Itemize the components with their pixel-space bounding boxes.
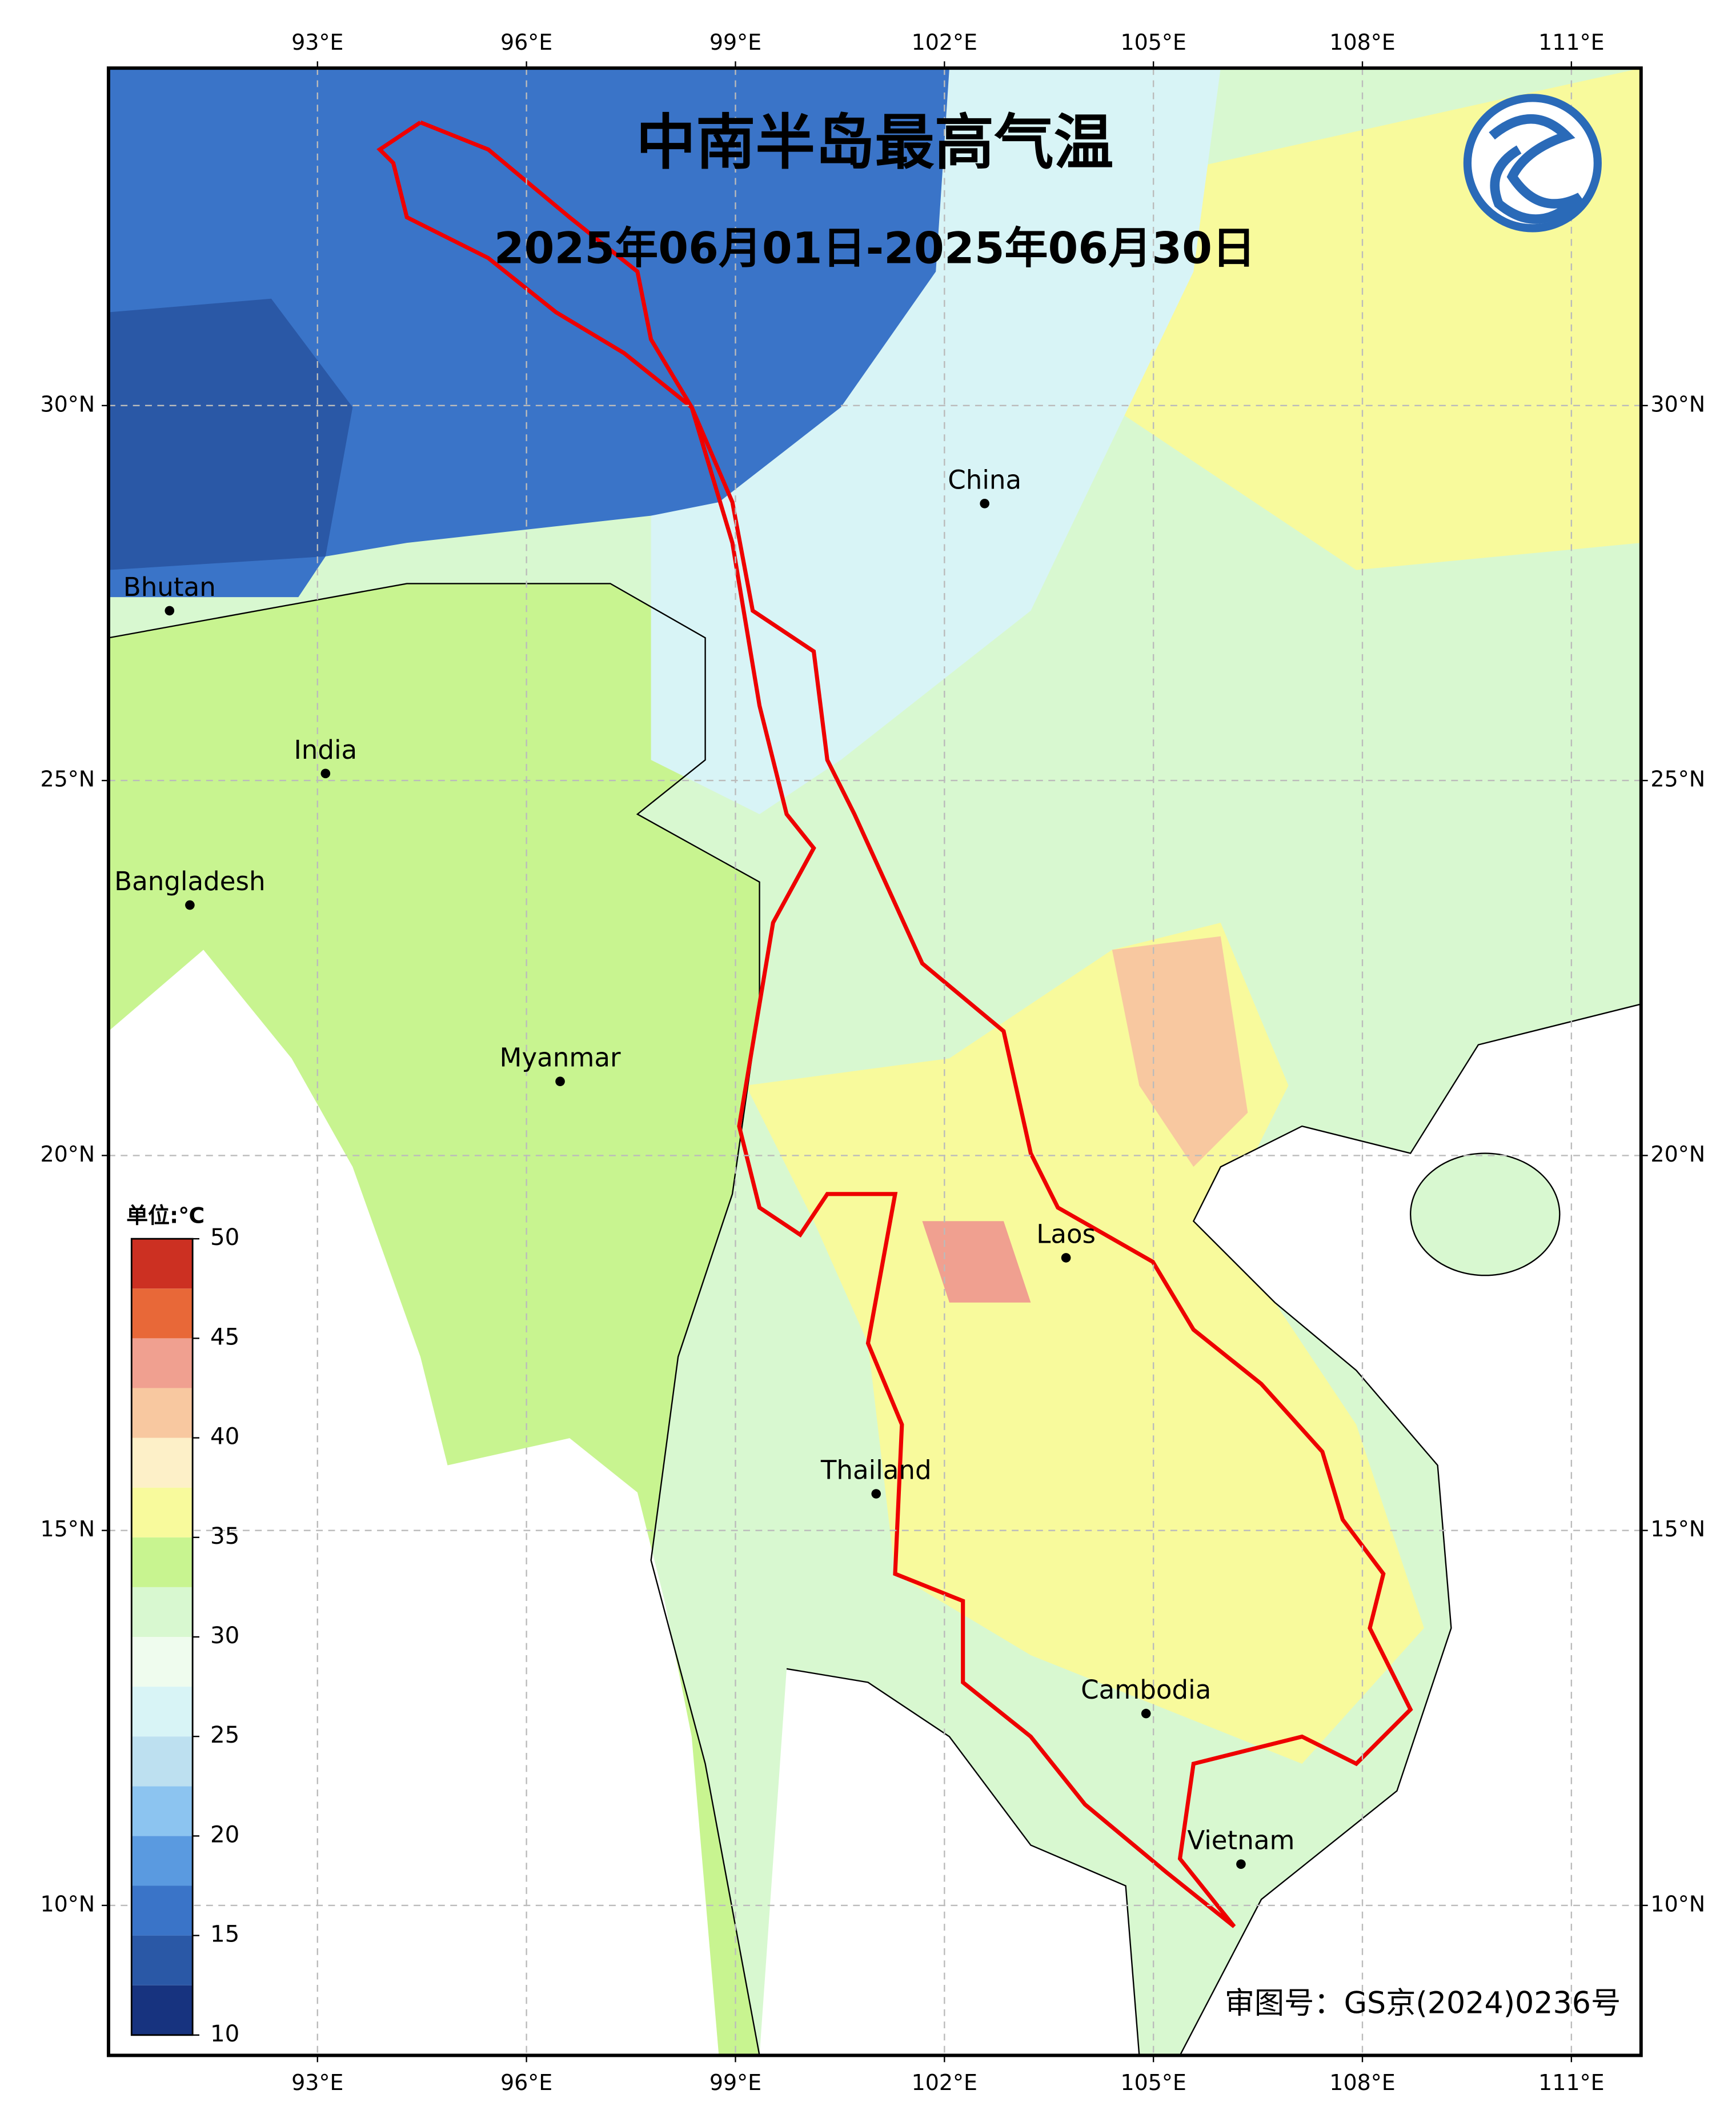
colorbar-tick-label: 35 xyxy=(210,1523,239,1550)
colorbar-swatch xyxy=(131,1338,193,1388)
colorbar-tick-label: 30 xyxy=(210,1622,239,1649)
colorbar-swatch xyxy=(131,1985,193,2035)
y-tick-label: 30°N xyxy=(40,391,95,417)
y-tick-label: 15°N xyxy=(40,1516,95,1542)
colorbar-swatch xyxy=(131,1438,193,1488)
basin-outline xyxy=(376,120,1413,1928)
coastline xyxy=(786,1668,1140,2056)
place-labels: China Bhutan India Bangladesh Myanmar Laos Tha… xyxy=(114,465,1294,1869)
place-dot xyxy=(320,768,331,779)
graticule: 93°E 93°E 96°E 96°E 99°E 99°E 102°E 102°E 105°E 1… xyxy=(40,30,1705,2095)
approval-number: 审图号：GS京(2024)0236号 xyxy=(1225,1987,1621,2021)
colorbar-swatch xyxy=(131,1239,193,1289)
sea xyxy=(108,950,719,2056)
map-frame xyxy=(106,66,1643,2057)
land-hot xyxy=(1112,936,1248,1167)
place-label: Vietnam xyxy=(1187,1825,1294,1856)
colorbar-tick-label: 15 xyxy=(210,1921,239,1948)
place-label: Laos xyxy=(1036,1219,1096,1249)
coastline xyxy=(108,583,760,2056)
land-cool xyxy=(651,68,1221,815)
colorbar-swatch xyxy=(131,1885,193,1936)
island xyxy=(1410,1152,1561,1276)
sea xyxy=(759,1668,1140,2056)
colorbar-swatch xyxy=(131,1388,193,1438)
place-dot xyxy=(555,1076,565,1087)
colorbar-swatch xyxy=(131,1288,193,1339)
y-tick-label: 25°N xyxy=(40,767,95,792)
x-tick-label: 99°E xyxy=(709,2070,761,2095)
y-tick-label: 10°N xyxy=(1650,1891,1705,1916)
map-title: 中南半岛最高气温 xyxy=(636,108,1114,178)
place-dot xyxy=(1236,1859,1246,1869)
x-tick-label: 105°E xyxy=(1120,2070,1186,2095)
place-label: China xyxy=(948,465,1021,495)
x-tick-label: 93°E xyxy=(291,2070,343,2095)
place-label: Myanmar xyxy=(500,1043,621,1073)
colorbar-swatch xyxy=(131,1587,193,1637)
sea xyxy=(1180,1004,1641,2056)
colorbar-tick-label: 40 xyxy=(210,1423,239,1450)
place-label: Bangladesh xyxy=(114,866,265,896)
land-warm xyxy=(745,922,1424,1764)
colorbar-swatch xyxy=(131,1687,193,1737)
land-hot xyxy=(922,1221,1031,1303)
coastline xyxy=(1179,1003,1641,2056)
x-tick-label: 93°E xyxy=(291,30,343,55)
y-tick-label: 20°N xyxy=(40,1142,95,1167)
colorbar-tick-label: 20 xyxy=(210,1821,239,1848)
y-tick-label: 10°N xyxy=(40,1891,95,1916)
x-tick-label: 102°E xyxy=(912,2070,977,2095)
colorbar-tick-label: 25 xyxy=(210,1721,239,1748)
x-tick-label: 108°E xyxy=(1329,2070,1395,2095)
y-tick-label: 15°N xyxy=(1650,1516,1705,1542)
x-tick-label: 99°E xyxy=(709,30,761,55)
place-label: India xyxy=(294,735,357,765)
x-tick-label: 96°E xyxy=(500,2070,552,2095)
place-dot xyxy=(165,606,175,616)
y-tick-label: 25°N xyxy=(1650,767,1705,792)
colorbar-swatch xyxy=(131,1537,193,1587)
x-tick-label: 111°E xyxy=(1538,30,1604,55)
x-tick-label: 108°E xyxy=(1329,30,1395,55)
place-dot xyxy=(871,1489,881,1499)
logo-glyph xyxy=(1489,114,1583,224)
colorbar-swatch xyxy=(131,1836,193,1886)
x-tick-label: 105°E xyxy=(1120,30,1186,55)
land-cold xyxy=(108,298,353,570)
x-tick-label: 102°E xyxy=(912,30,977,55)
place-dot xyxy=(980,499,989,509)
colorbar-tick-label: 50 xyxy=(210,1224,239,1251)
map-area xyxy=(108,68,1641,2056)
x-tick-label: 111°E xyxy=(1538,2070,1604,2095)
colorbar-swatch xyxy=(131,1935,193,1985)
place-label: Cambodia xyxy=(1081,1675,1211,1705)
y-tick-label: 20°N xyxy=(1650,1142,1705,1167)
colorbar-swatch xyxy=(131,1736,193,1787)
logo xyxy=(1463,94,1602,233)
place-dot xyxy=(1061,1253,1071,1263)
x-tick-label: 96°E xyxy=(500,30,552,55)
place-label: Thailand xyxy=(820,1455,932,1486)
map-subtitle: 2025年06月01日-2025年06月30日 xyxy=(494,223,1256,274)
colorbar: 10 15 20 25 30 35 40 45 50 xyxy=(130,1224,239,2047)
place-dot xyxy=(1141,1708,1151,1719)
y-tick-label: 30°N xyxy=(1650,391,1705,417)
place-label: Bhutan xyxy=(123,572,216,602)
place-dot xyxy=(185,900,195,910)
colorbar-swatch xyxy=(131,1487,193,1538)
colorbar-swatch xyxy=(131,1636,193,1687)
colorbar-tick-label: 10 xyxy=(210,2020,239,2047)
colorbar-tick-label: 45 xyxy=(210,1323,239,1350)
colorbar-swatch xyxy=(131,1786,193,1836)
colorbar-unit: 单位:℃ xyxy=(126,1203,205,1228)
